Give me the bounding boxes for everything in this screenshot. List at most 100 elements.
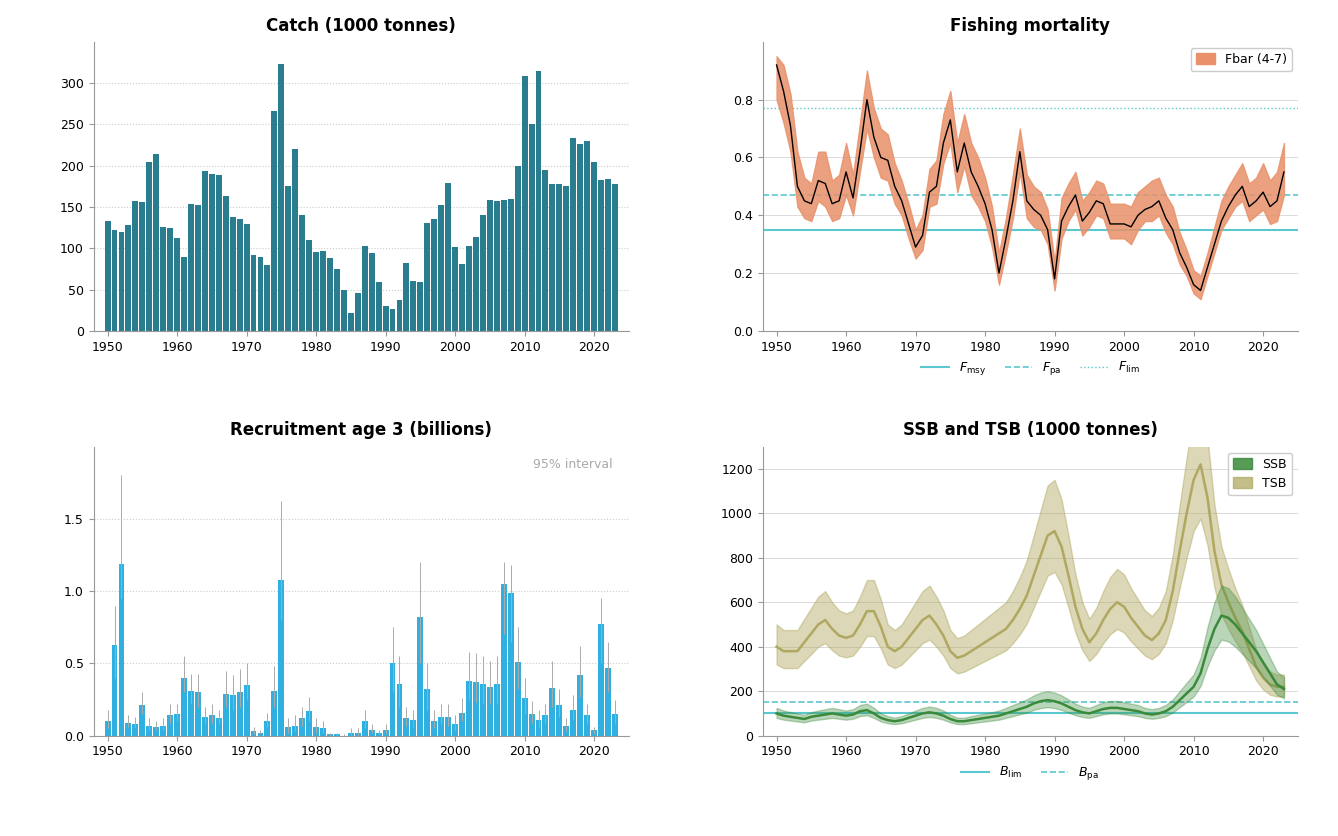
Bar: [272, 111, 277, 331]
Bar: [154, 154, 159, 331]
Bar: [563, 726, 569, 736]
Bar: [466, 681, 472, 736]
Bar: [132, 201, 138, 331]
Bar: [529, 125, 534, 331]
Bar: [389, 664, 396, 736]
Bar: [265, 265, 270, 331]
Bar: [202, 717, 207, 736]
Bar: [411, 282, 416, 331]
Bar: [209, 174, 215, 331]
Bar: [376, 283, 381, 331]
Bar: [563, 186, 569, 331]
Bar: [611, 184, 618, 331]
Text: 95% interval: 95% interval: [533, 458, 613, 472]
Bar: [265, 721, 270, 736]
Bar: [487, 686, 492, 736]
Bar: [542, 170, 549, 331]
Bar: [313, 727, 318, 736]
Bar: [250, 255, 257, 331]
Bar: [300, 718, 305, 736]
Bar: [355, 293, 361, 331]
Bar: [334, 269, 340, 331]
Bar: [306, 240, 312, 331]
Bar: [411, 720, 416, 736]
Bar: [320, 251, 326, 331]
Bar: [361, 721, 368, 736]
Bar: [542, 716, 549, 736]
Bar: [167, 228, 173, 331]
Bar: [500, 584, 507, 736]
Bar: [404, 263, 409, 331]
Bar: [404, 718, 409, 736]
Bar: [272, 691, 277, 736]
Bar: [500, 200, 507, 331]
Bar: [355, 733, 361, 736]
Bar: [215, 175, 222, 331]
Bar: [189, 691, 194, 736]
Bar: [570, 710, 577, 736]
Bar: [278, 579, 284, 736]
Bar: [237, 692, 242, 736]
Bar: [292, 149, 298, 331]
Bar: [529, 714, 534, 736]
Bar: [306, 711, 312, 736]
Bar: [550, 688, 555, 736]
Bar: [334, 734, 340, 736]
Bar: [132, 724, 138, 736]
Bar: [230, 696, 235, 736]
Bar: [459, 264, 466, 331]
Bar: [459, 712, 466, 736]
Bar: [139, 202, 146, 331]
Bar: [326, 734, 333, 736]
Bar: [313, 252, 318, 331]
Bar: [494, 201, 500, 331]
Bar: [431, 219, 438, 331]
Bar: [195, 692, 201, 736]
Bar: [237, 219, 242, 331]
Bar: [550, 184, 555, 331]
Bar: [222, 694, 229, 736]
Title: SSB and TSB (1000 tonnes): SSB and TSB (1000 tonnes): [903, 421, 1157, 440]
Bar: [195, 206, 201, 331]
Bar: [480, 216, 486, 331]
Bar: [598, 624, 603, 736]
Bar: [452, 247, 458, 331]
Bar: [396, 300, 403, 331]
Bar: [222, 196, 229, 331]
Bar: [111, 645, 118, 736]
Bar: [244, 685, 249, 736]
Bar: [257, 257, 264, 331]
Bar: [396, 684, 403, 736]
Bar: [383, 306, 388, 331]
Bar: [446, 183, 451, 331]
Bar: [369, 730, 375, 736]
Bar: [515, 166, 520, 331]
Bar: [522, 77, 527, 331]
Bar: [439, 717, 444, 736]
Bar: [278, 64, 284, 331]
Bar: [487, 201, 492, 331]
Bar: [119, 563, 124, 736]
Bar: [326, 258, 333, 331]
Bar: [285, 186, 292, 331]
Bar: [598, 180, 603, 331]
Bar: [111, 230, 118, 331]
Bar: [348, 733, 353, 736]
Bar: [104, 721, 111, 736]
Bar: [285, 727, 292, 736]
Bar: [577, 675, 583, 736]
Bar: [126, 225, 131, 331]
Bar: [605, 668, 611, 736]
Bar: [369, 253, 375, 331]
Bar: [154, 727, 159, 736]
Bar: [119, 232, 124, 331]
Bar: [104, 221, 111, 331]
Bar: [209, 716, 215, 736]
Bar: [466, 246, 472, 331]
Bar: [174, 238, 181, 331]
Bar: [181, 678, 187, 736]
Bar: [522, 698, 527, 736]
Bar: [431, 721, 438, 736]
Bar: [361, 246, 368, 331]
Bar: [474, 682, 479, 736]
